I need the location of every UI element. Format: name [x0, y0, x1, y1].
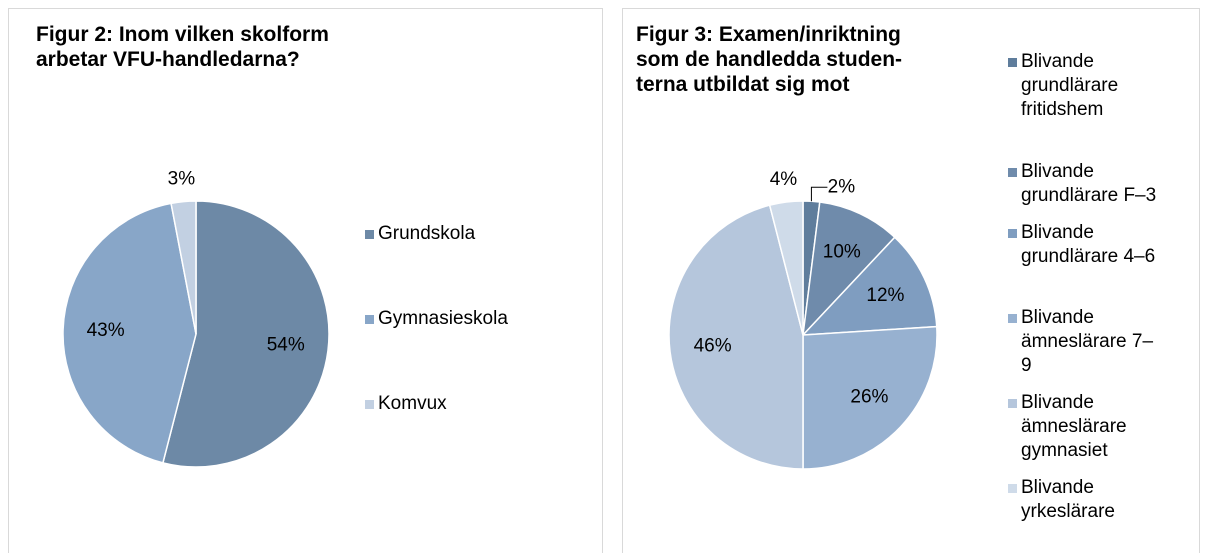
pie-slice [170, 200, 197, 335]
pie-slice [802, 325, 938, 470]
legend-label: Blivande ämneslärare gymnasiet [1021, 392, 1127, 461]
pie-slice [768, 200, 804, 336]
legend-label: Grundskola [378, 223, 476, 244]
chart-title: Figur 3: Examen/inriktning som de handled… [636, 22, 902, 97]
title-line: Figur 2: Inom vilken skolform [36, 23, 329, 46]
panel [8, 8, 603, 553]
legend-swatch [1008, 229, 1017, 238]
pie-slice [668, 204, 804, 470]
legend-swatch [365, 400, 374, 409]
title-line: arbetar VFU-handledarna? [36, 48, 300, 71]
legend-swatch [1008, 399, 1017, 408]
data-label: 12% [866, 285, 904, 306]
pie-slice [801, 236, 938, 336]
legend-label: Gymnasieskola [378, 308, 508, 329]
data-label: 2% [828, 176, 856, 197]
legend-swatch [365, 230, 374, 239]
data-label: 3% [168, 169, 196, 190]
legend-label: Blivande yrkeslärare [1021, 477, 1115, 522]
legend-swatch [1008, 314, 1017, 323]
data-label: 54% [267, 334, 305, 355]
data-label: 4% [770, 169, 798, 190]
legend-label: Blivande ämneslärare 7–9 [1021, 307, 1154, 376]
title-line: som de handledda studen- [636, 48, 903, 71]
legend-swatch [1008, 168, 1017, 177]
panel [622, 8, 1200, 553]
pie-slice [62, 202, 197, 464]
legend-label: Blivande grundlärare F–3 [1021, 161, 1157, 206]
data-label: 46% [694, 335, 732, 356]
data-label: 43% [87, 320, 125, 341]
data-label: 10% [823, 242, 861, 263]
pie-slice [801, 201, 896, 338]
legend-swatch [365, 315, 374, 324]
legend-swatch [1008, 58, 1017, 67]
title-line: terna utbildat sig mot [636, 73, 850, 96]
legend-label: Blivande grundlärare 4–6 [1021, 222, 1156, 267]
leader-line [810, 186, 828, 202]
legend-label: Komvux [378, 393, 447, 414]
data-label: 26% [850, 386, 888, 407]
pie-slice [162, 200, 330, 468]
title-line: Figur 3: Examen/inriktning [636, 23, 901, 46]
chart-title: Figur 2: Inom vilken skolform arbetar VFU… [36, 22, 329, 72]
legend-swatch [1008, 484, 1017, 493]
legend-label: Blivande grundlärare fritidshem [1021, 51, 1119, 120]
